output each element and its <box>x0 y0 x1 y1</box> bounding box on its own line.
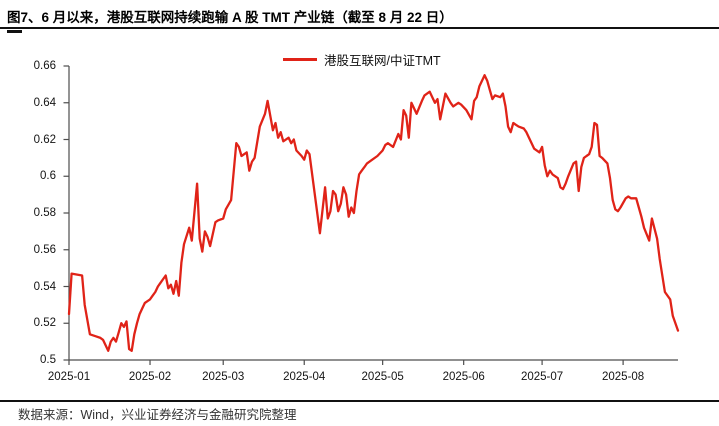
x-tick-label: 2025-06 <box>442 371 485 383</box>
figure-title: 图7、6 月以来，港股互联网持续跑输 A 股 TMT 产业链（截至 8 月 22… <box>7 10 453 25</box>
x-tick-label: 2025-08 <box>602 371 645 383</box>
legend-series-label: 港股互联网/中证TMT <box>324 54 441 68</box>
y-tick-label: 0.62 <box>33 133 56 146</box>
footer-divider <box>0 400 719 402</box>
title-divider-accent <box>7 30 22 33</box>
y-tick-label: 0.54 <box>33 280 56 293</box>
y-tick-label: 0.52 <box>33 317 56 330</box>
y-tick-label: 0.58 <box>33 207 56 219</box>
legend-line-icon <box>283 58 317 61</box>
y-tick-label: 0.66 <box>33 60 56 72</box>
y-axis-ticks <box>63 65 69 361</box>
chart-legend: 港股互联网/中证TMT <box>283 50 441 69</box>
y-tick-label: 0.5 <box>40 354 56 366</box>
x-tick-label: 2025-05 <box>361 371 404 383</box>
x-tick-label: 2025-03 <box>202 371 245 383</box>
axis-lines <box>68 66 678 361</box>
x-tick-label: 2025-02 <box>128 371 172 383</box>
source-note: 数据来源：Wind，兴业证券经济与金融研究院整理 <box>18 408 297 422</box>
title-divider <box>0 27 719 29</box>
x-tick-label: 2025-01 <box>47 371 91 383</box>
y-tick-label: 0.6 <box>40 170 56 183</box>
series-line <box>67 74 680 352</box>
x-axis-ticks <box>68 360 624 365</box>
x-tick-label: 2025-07 <box>520 371 564 383</box>
x-tick-label: 2025-04 <box>283 371 326 383</box>
y-tick-label: 0.64 <box>33 96 56 109</box>
y-tick-label: 0.56 <box>33 243 56 256</box>
